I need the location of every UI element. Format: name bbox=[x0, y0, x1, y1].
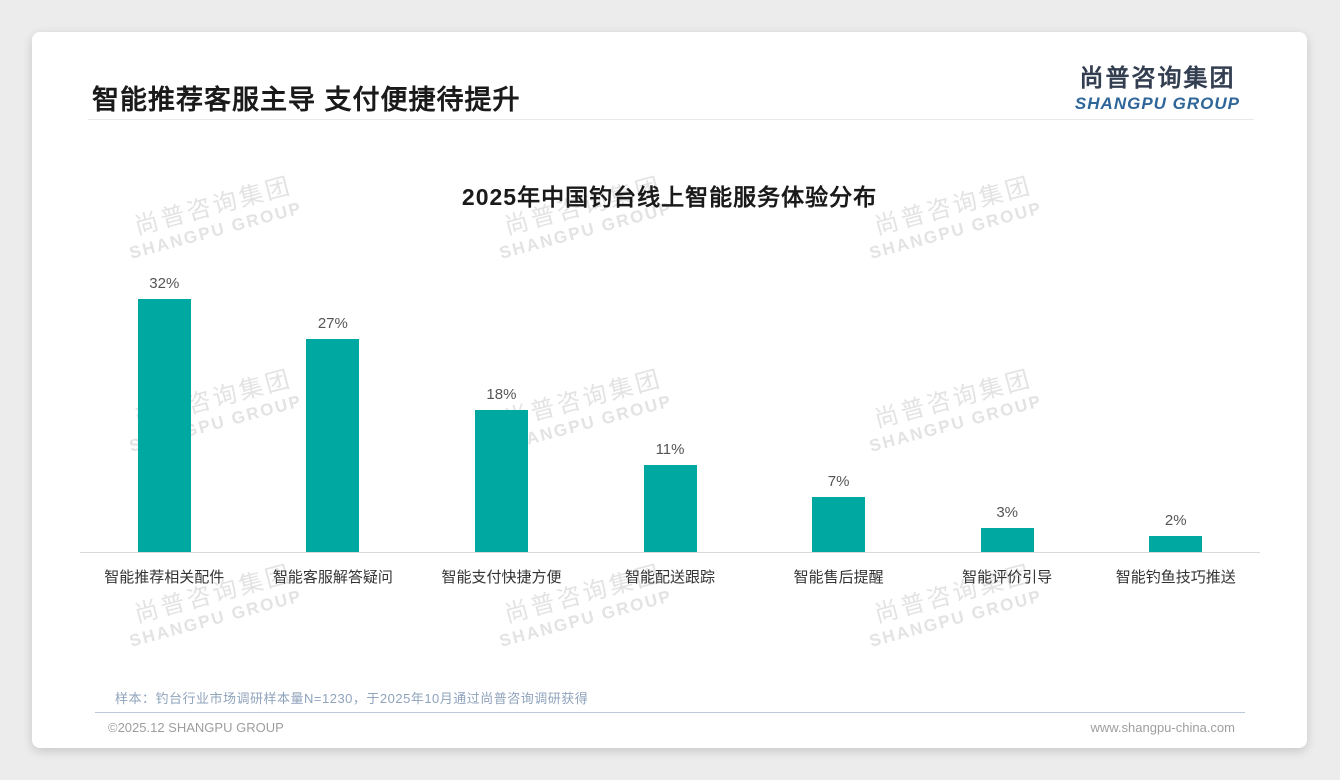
bar-column: 3% bbox=[923, 252, 1092, 552]
bar-column: 32% bbox=[80, 252, 249, 552]
header-divider bbox=[88, 119, 1254, 120]
footer: ©2025.12 SHANGPU GROUP www.shangpu-china… bbox=[108, 720, 1235, 735]
page-title: 智能推荐客服主导 支付便捷待提升 bbox=[92, 85, 521, 115]
bar bbox=[306, 339, 360, 552]
copyright-text: ©2025.12 SHANGPU GROUP bbox=[108, 720, 284, 735]
bar-column: 11% bbox=[586, 252, 755, 552]
bar-value-label: 3% bbox=[996, 504, 1019, 521]
footer-divider bbox=[95, 712, 1245, 713]
bar bbox=[474, 410, 528, 552]
category-label: 智能售后提醒 bbox=[793, 569, 884, 586]
category-label: 智能钓鱼技巧推送 bbox=[1115, 569, 1236, 586]
category-label: 智能推荐相关配件 bbox=[104, 569, 225, 586]
category-label: 智能评价引导 bbox=[962, 569, 1053, 586]
chart-title: 2025年中国钓台线上智能服务体验分布 bbox=[461, 184, 878, 210]
bar-value-label: 2% bbox=[1164, 512, 1187, 529]
bar-value-label: 7% bbox=[827, 473, 850, 490]
bar-value-label: 18% bbox=[486, 386, 517, 403]
logo-chinese-text: 尚普咨询集团 bbox=[1079, 65, 1236, 92]
bar bbox=[643, 465, 697, 552]
bar bbox=[137, 299, 191, 552]
category-label: 智能支付快捷方便 bbox=[441, 569, 562, 586]
slide-card: 尚普咨询集团 SHANGPU GROUP 尚普咨询集团 SHANGPU GROUP 尚普… bbox=[32, 32, 1307, 748]
category-axis: 智能推荐相关配件 智能客服解答疑问 智能支付快捷方便 智能配送跟踪 智能售后提醒 智能评价… bbox=[80, 566, 1260, 587]
bar-value-label: 27% bbox=[317, 315, 348, 332]
bar-chart: 32% 27% 18% 11% 7% 3% 2% bbox=[80, 252, 1260, 552]
website-text: www.shangpu-china.com bbox=[1090, 720, 1235, 735]
bar-column: 27% bbox=[249, 252, 418, 552]
bar-column: 7% bbox=[754, 252, 923, 552]
bar bbox=[812, 497, 866, 552]
x-axis-line bbox=[80, 552, 1260, 553]
category-label: 智能配送跟踪 bbox=[625, 569, 716, 586]
bar bbox=[1149, 536, 1203, 552]
logo-english-text: SHANGPU GROUP bbox=[1074, 94, 1240, 113]
bar-column: 2% bbox=[1091, 252, 1260, 552]
bar bbox=[980, 528, 1034, 552]
category-label: 智能客服解答疑问 bbox=[272, 569, 393, 586]
bar-value-label: 32% bbox=[149, 275, 180, 292]
sample-note: 样本：钓台行业市场调研样本量N=1230，于2025年10月通过尚普咨询调研获得 bbox=[115, 691, 589, 706]
company-logo: 尚普咨询集团 SHANGPU GROUP bbox=[1075, 58, 1240, 114]
bar-value-label: 11% bbox=[655, 441, 685, 458]
bar-column: 18% bbox=[417, 252, 586, 552]
